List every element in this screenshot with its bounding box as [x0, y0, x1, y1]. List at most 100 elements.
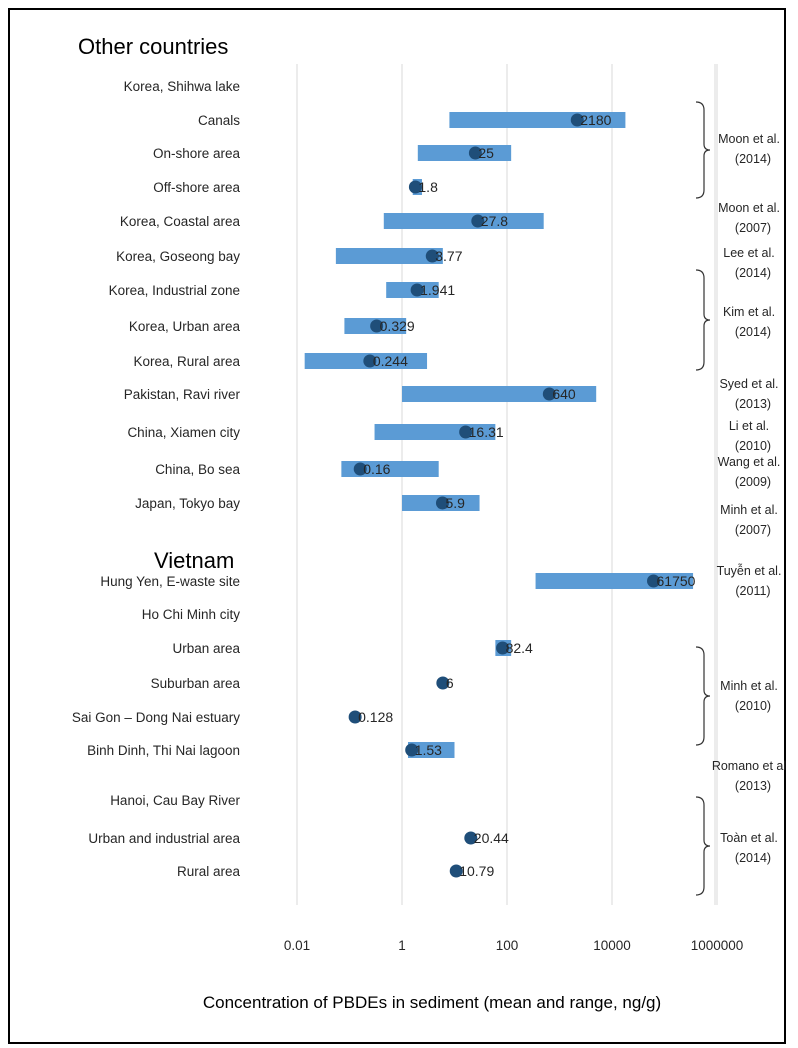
mean-point — [496, 641, 510, 655]
reference-author: Romano et al — [712, 759, 786, 773]
mean-point — [363, 354, 377, 368]
reference-year: (2014) — [735, 152, 771, 166]
reference-year: (2013) — [735, 779, 771, 793]
reference-author: Minh et al. — [720, 503, 778, 517]
mean-data-label: 0.329 — [380, 318, 415, 334]
x-tick-label: 100 — [496, 938, 519, 953]
category-label: Korea, Urban area — [129, 319, 241, 334]
reference-author: Moon et al. — [718, 201, 780, 215]
category-label: Korea, Industrial zone — [109, 283, 240, 298]
reference-author: Li et al. — [729, 419, 769, 433]
grouping-brace-4 — [695, 796, 711, 896]
mean-point — [468, 146, 482, 160]
mean-data-label: 0.244 — [373, 353, 408, 369]
reference-year: (2010) — [735, 699, 771, 713]
mean-data-label: 20.44 — [474, 830, 509, 846]
grouping-brace-2 — [695, 269, 711, 371]
grouping-brace-1 — [695, 101, 711, 199]
mean-data-label: 82.4 — [506, 640, 533, 656]
mean-data-label: 6 — [446, 675, 454, 691]
mean-point — [353, 462, 367, 476]
reference-year: (2011) — [735, 584, 770, 598]
range-bar — [335, 248, 443, 264]
category-label: Japan, Tokyo bay — [135, 496, 240, 511]
reference-year: (2014) — [735, 325, 771, 339]
mean-point — [464, 831, 478, 845]
category-label: Binh Dinh, Thi Nai lagoon — [87, 743, 240, 758]
mean-data-label: 25 — [478, 145, 494, 161]
category-label: Hanoi, Cau Bay River — [110, 793, 240, 808]
mean-point — [410, 283, 424, 297]
mean-data-label: 61750 — [657, 573, 696, 589]
category-label: Off-shore area — [153, 180, 240, 195]
mean-data-label: 5.9 — [445, 495, 465, 511]
reference-year: (2013) — [735, 397, 771, 411]
mean-point — [436, 676, 450, 690]
category-label: Canals — [198, 113, 240, 128]
x-tick-label: 0.01 — [284, 938, 310, 953]
mean-point — [348, 710, 362, 724]
mean-point — [405, 743, 419, 757]
section-title: Vietnam — [154, 548, 234, 573]
mean-data-label: 10.79 — [459, 863, 494, 879]
mean-data-label: 1.941 — [420, 282, 455, 298]
reference-author: Minh et al. — [720, 679, 778, 693]
mean-point — [435, 496, 449, 510]
reference-author: Syed et al. — [719, 377, 778, 391]
range-bar — [383, 213, 544, 229]
x-tick-label: 1000000 — [691, 938, 744, 953]
mean-data-label: 1.8 — [418, 179, 438, 195]
range-bar — [417, 145, 512, 161]
mean-point — [647, 574, 661, 588]
category-label: Pakistan, Ravi river — [124, 387, 241, 402]
category-label: Korea, Goseong bay — [116, 249, 240, 264]
range-bar — [407, 742, 455, 758]
mean-data-label: 16.31 — [469, 424, 504, 440]
category-label: Rural area — [177, 864, 241, 879]
mean-data-label: 27.8 — [481, 213, 508, 229]
x-tick-label: 10000 — [593, 938, 631, 953]
reference-author: Toàn et al. — [720, 831, 778, 845]
mean-point — [459, 425, 473, 439]
category-label: China, Bo sea — [155, 462, 240, 477]
mean-point — [370, 319, 384, 333]
category-label: Urban area — [172, 641, 240, 656]
mean-data-label: 0.16 — [363, 461, 390, 477]
range-bar — [341, 461, 439, 477]
mean-point — [425, 249, 439, 263]
reference-author: Lee et al. — [723, 246, 774, 260]
reference-year: (2009) — [735, 475, 771, 489]
mean-point — [449, 864, 463, 878]
mean-data-label: 0.128 — [358, 709, 393, 725]
category-label: Korea, Coastal area — [120, 214, 241, 229]
reference-year: (2007) — [735, 523, 771, 537]
x-tick-label: 1 — [398, 938, 406, 953]
category-label: China, Xiamen city — [127, 425, 240, 440]
mean-point — [471, 214, 485, 228]
category-label: Sai Gon – Dong Nai estuary — [72, 710, 240, 725]
reference-author: Tuyễn et al. — [717, 563, 782, 578]
mean-point — [408, 180, 422, 194]
category-label: Hung Yen, E-waste site — [100, 574, 240, 589]
mean-data-label: 640 — [552, 386, 576, 402]
category-label: Ho Chi Minh city — [142, 607, 241, 622]
mean-point — [570, 113, 584, 127]
reference-year: (2014) — [735, 851, 771, 865]
reference-year: (2007) — [735, 221, 771, 235]
category-label: Korea, Rural area — [133, 354, 240, 369]
category-label: On-shore area — [153, 146, 241, 161]
mean-data-label: 1.53 — [415, 742, 442, 758]
grouping-brace-3 — [695, 646, 711, 746]
category-label: Korea, Shihwa lake — [124, 79, 240, 94]
x-axis-title: Concentration of PBDEs in sediment (mean… — [203, 993, 661, 1012]
reference-year: (2014) — [735, 266, 771, 280]
reference-author: Moon et al. — [718, 132, 780, 146]
figure-frame — [8, 8, 786, 1044]
category-label: Suburban area — [151, 676, 241, 691]
reference-author: Kim et al. — [723, 305, 775, 319]
mean-data-label: 2180 — [580, 112, 611, 128]
reference-year: (2010) — [735, 439, 771, 453]
reference-author: Wang et al. — [718, 455, 781, 469]
category-label: Urban and industrial area — [88, 831, 240, 846]
